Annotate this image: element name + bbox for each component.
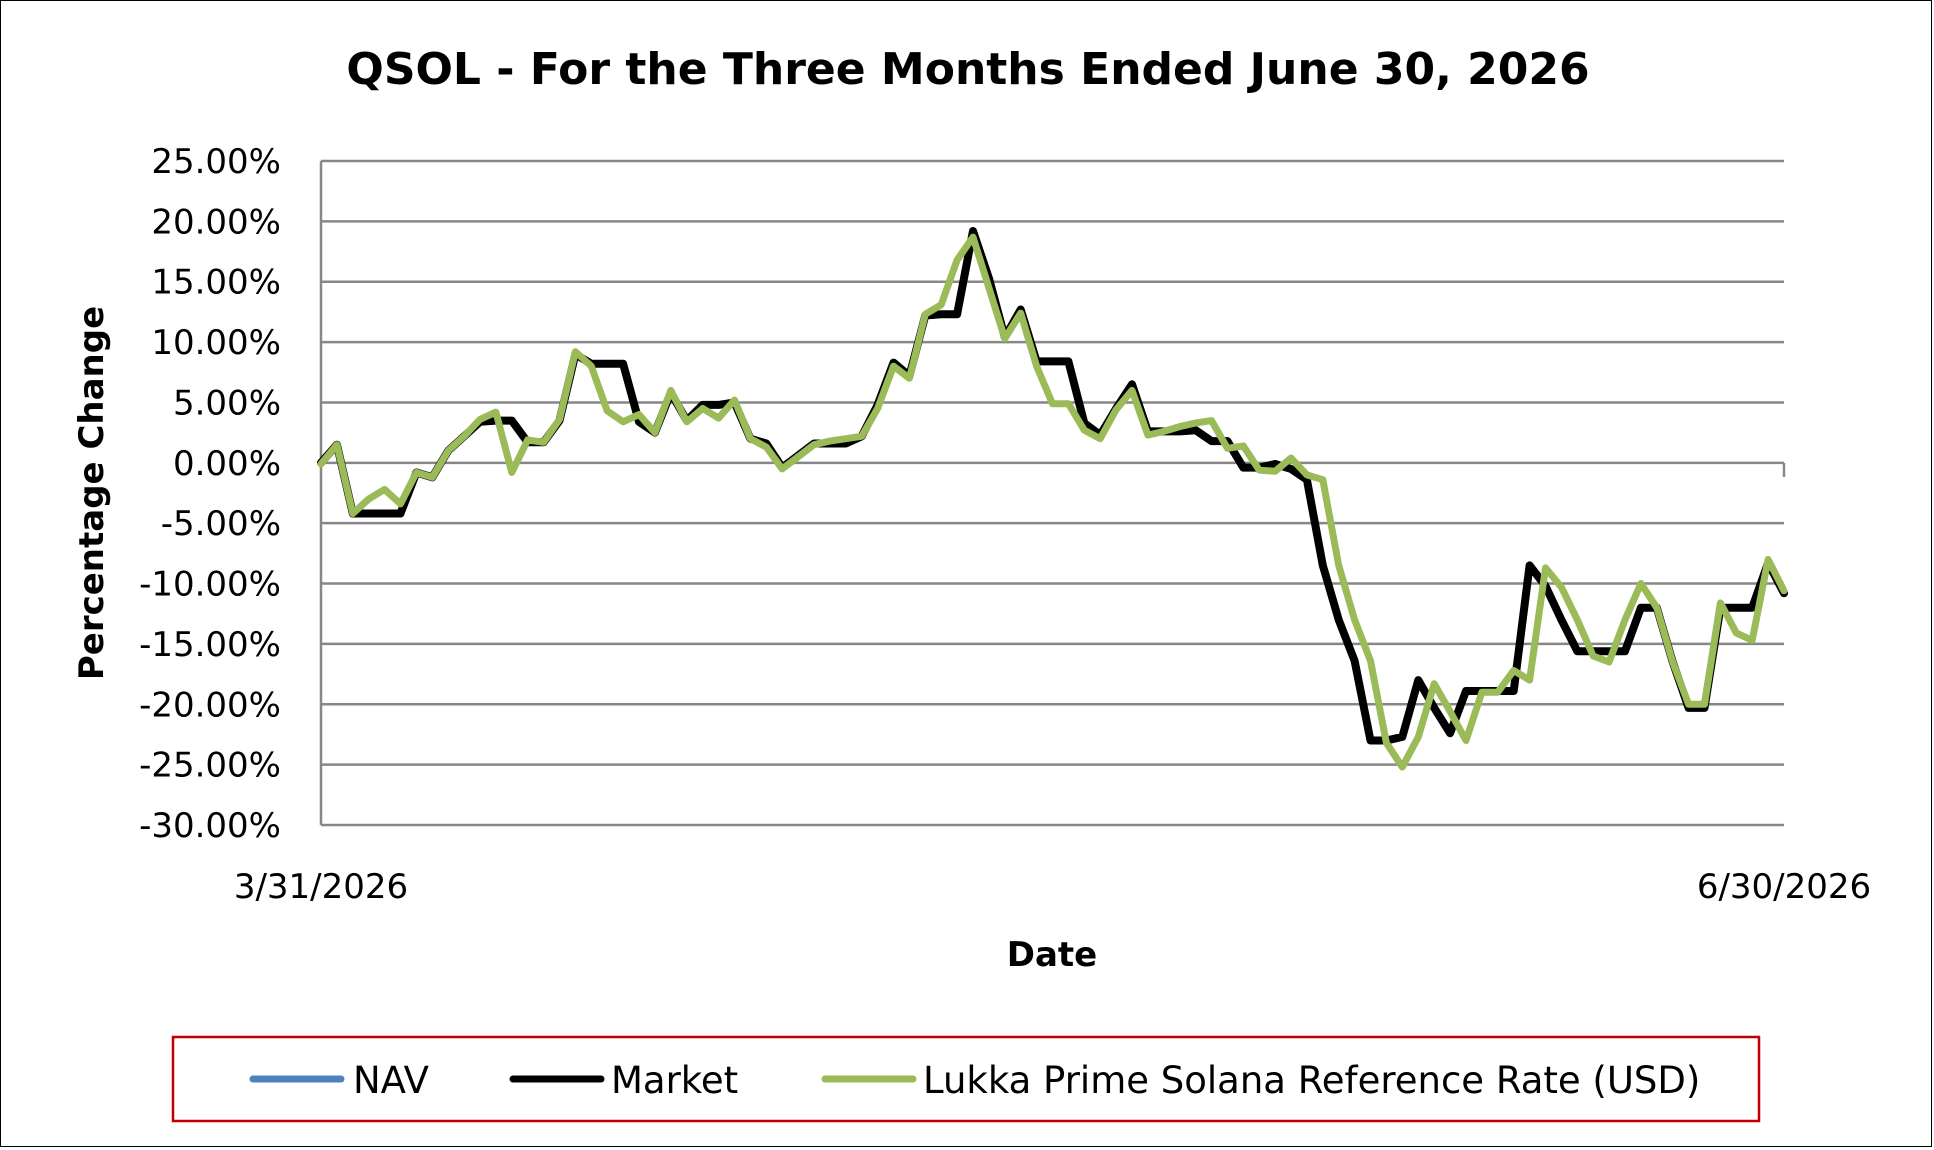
x-axis-title: Date [1007,935,1097,975]
legend-label-lukka: Lukka Prime Solana Reference Rate (USD) [923,1059,1700,1102]
legend: NAV Market Lukka Prime Solana Reference … [171,1035,1761,1123]
x-tick-label-end: 6/30/2026 [1697,867,1871,907]
y-tick-label: 15.00% [151,263,281,303]
y-axis-title: Percentage Change [72,306,112,680]
legend-box [171,1035,1761,1123]
series-lines [317,227,1788,771]
legend-label-nav: NAV [353,1059,429,1102]
y-tick-label: -20.00% [139,685,281,725]
y-tick-label: -10.00% [139,565,281,605]
y-tick-label: 5.00% [173,383,281,423]
y-tick-label: 0.00% [173,444,281,484]
y-tick-labels: 25.00% 20.00% 15.00% 10.00% 5.00% 0.00% -5.00%… [139,142,281,846]
legend-label-market: Market [611,1059,738,1102]
series-line-lukka [317,233,1788,771]
y-tick-label: -5.00% [161,504,281,544]
y-tick-label: -15.00% [139,625,281,665]
chart-title: QSOL - For the Three Months Ended June 3… [346,44,1589,95]
y-tick-label: 20.00% [151,202,281,242]
y-tick-label: -25.00% [139,746,281,786]
series-line-market [317,227,1788,745]
x-tick-label-start: 3/31/2026 [234,867,408,907]
series-line-nav [317,227,1788,744]
gridlines [321,159,1784,827]
y-tick-label: 10.00% [151,323,281,363]
y-tick-label: 25.00% [151,142,281,182]
y-tick-label: -30.00% [139,806,281,846]
